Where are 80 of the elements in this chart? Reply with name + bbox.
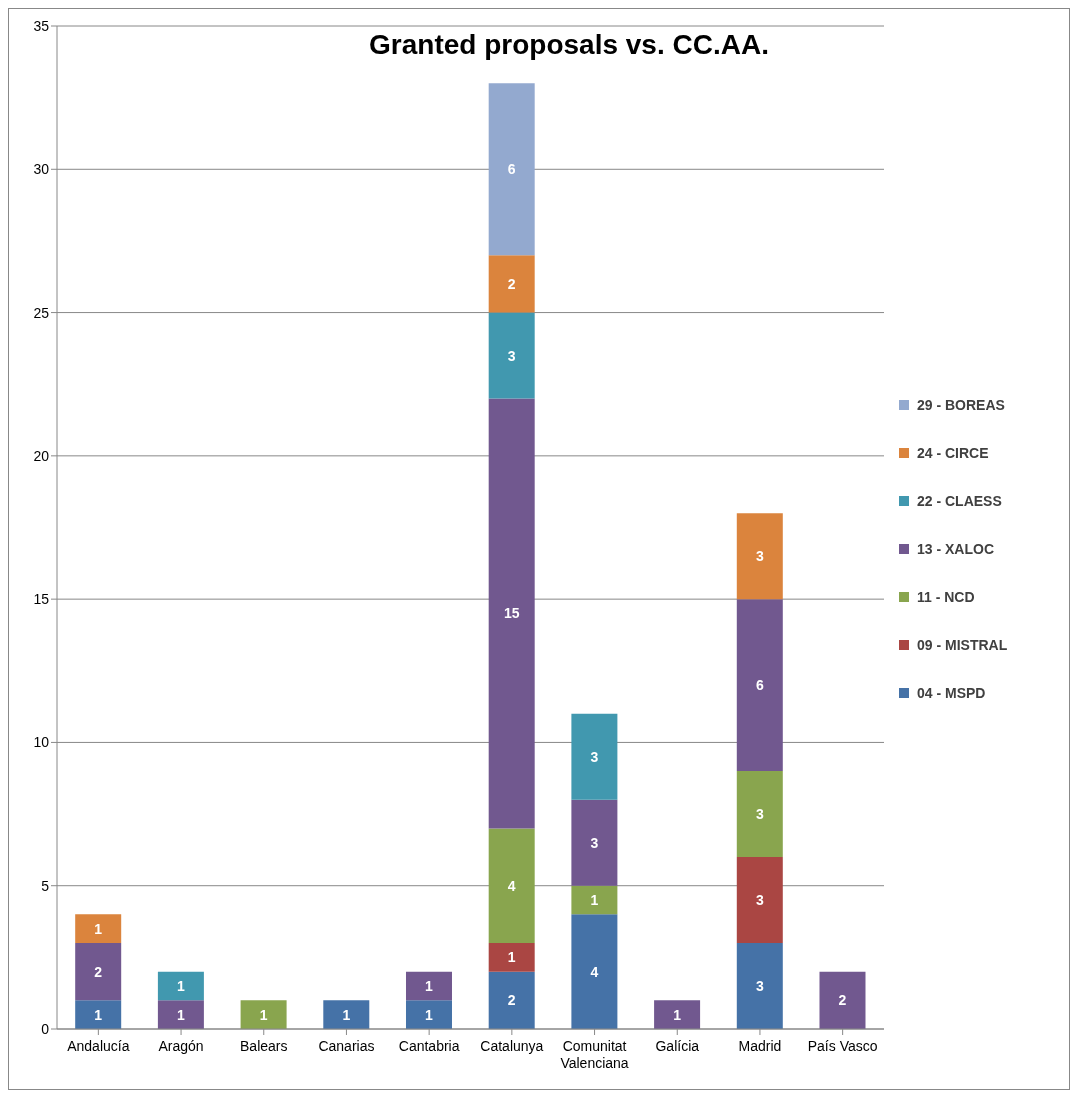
bar	[571, 914, 618, 1029]
data-label: 1	[94, 1006, 103, 1023]
data-label: 15	[503, 605, 520, 622]
data-label: 1	[94, 920, 103, 937]
bar	[654, 1000, 701, 1029]
bar	[405, 971, 452, 1001]
bar	[157, 971, 204, 1001]
legend-label: 22 - CLAESS	[917, 493, 1002, 509]
bar	[75, 914, 122, 944]
data-label: 2	[507, 275, 516, 292]
bar	[571, 799, 618, 886]
data-label: 3	[755, 548, 764, 565]
data-label: 4	[507, 877, 516, 894]
legend-label: 13 - XALOC	[917, 541, 995, 557]
data-label: 3	[755, 977, 764, 994]
y-tick-label: 25	[33, 304, 50, 321]
data-label: 6	[507, 161, 516, 178]
x-tick-label: Canarias	[318, 1038, 375, 1054]
data-label: 1	[177, 1006, 185, 1023]
bar	[488, 83, 535, 256]
y-tick-label: 15	[33, 591, 50, 608]
data-label: 1	[590, 892, 599, 909]
y-tick-label: 10	[33, 734, 50, 751]
x-tick-label: Comunitat Valenciana	[560, 1038, 629, 1071]
bar	[488, 971, 535, 1029]
data-label: 2	[838, 992, 847, 1009]
y-tick-label: 30	[33, 161, 50, 178]
data-label: 3	[590, 834, 599, 851]
legend-label: 04 - MSPD	[917, 685, 986, 701]
bar	[488, 943, 535, 972]
bar	[736, 599, 783, 772]
y-tick-label: 20	[33, 447, 50, 464]
data-label: 1	[342, 1006, 351, 1023]
bar	[571, 885, 618, 915]
data-label: 6	[755, 677, 764, 694]
chart-title: Granted proposals vs. CC.AA.	[369, 29, 769, 60]
x-tick-label: País Vasco	[807, 1038, 878, 1054]
data-label: 1	[507, 949, 516, 966]
x-tick-label: Catalunya	[480, 1038, 544, 1054]
y-tick-label: 0	[41, 1020, 50, 1037]
x-tick-label: Galícia	[655, 1038, 700, 1054]
x-tick-label: Balears	[240, 1038, 288, 1054]
data-label: 3	[755, 806, 764, 823]
x-tick-label: Andalucía	[67, 1038, 130, 1054]
data-label: 4	[590, 963, 599, 980]
data-label: 1	[673, 1006, 682, 1023]
data-label: 1	[259, 1006, 268, 1023]
data-label: 3	[590, 748, 599, 765]
bar	[75, 943, 122, 1001]
bar	[405, 1000, 452, 1029]
bar	[819, 971, 866, 1029]
data-label: 3	[755, 892, 764, 909]
data-label: 2	[94, 963, 103, 980]
y-tick-label: 5	[41, 877, 50, 894]
bar	[736, 771, 783, 858]
bar	[736, 513, 783, 600]
legend-label: 09 - MISTRAL	[917, 637, 1008, 653]
data-label: 1	[425, 977, 434, 994]
bar	[488, 828, 535, 944]
data-label: 1	[177, 977, 185, 994]
bar	[736, 857, 783, 944]
bar	[240, 1000, 287, 1029]
x-tick-label: Aragón	[158, 1038, 204, 1054]
legend-label: 24 - CIRCE	[917, 445, 989, 461]
bar	[571, 713, 618, 800]
data-label: 3	[507, 347, 516, 364]
bar	[323, 1000, 370, 1029]
bar	[736, 943, 783, 1029]
bar	[488, 398, 535, 829]
bar	[488, 312, 535, 399]
bar	[157, 1000, 204, 1029]
y-tick-label: 35	[33, 17, 50, 34]
data-label: 1	[425, 1006, 434, 1023]
legend-label: 29 - BOREAS	[917, 397, 1005, 413]
legend-label: 11 - NCD	[917, 589, 975, 605]
bar	[75, 1000, 122, 1029]
x-tick-label: Cantabria	[398, 1038, 460, 1054]
data-label: 2	[507, 992, 516, 1009]
x-tick-label: Madrid	[738, 1038, 782, 1054]
bar	[488, 255, 535, 313]
